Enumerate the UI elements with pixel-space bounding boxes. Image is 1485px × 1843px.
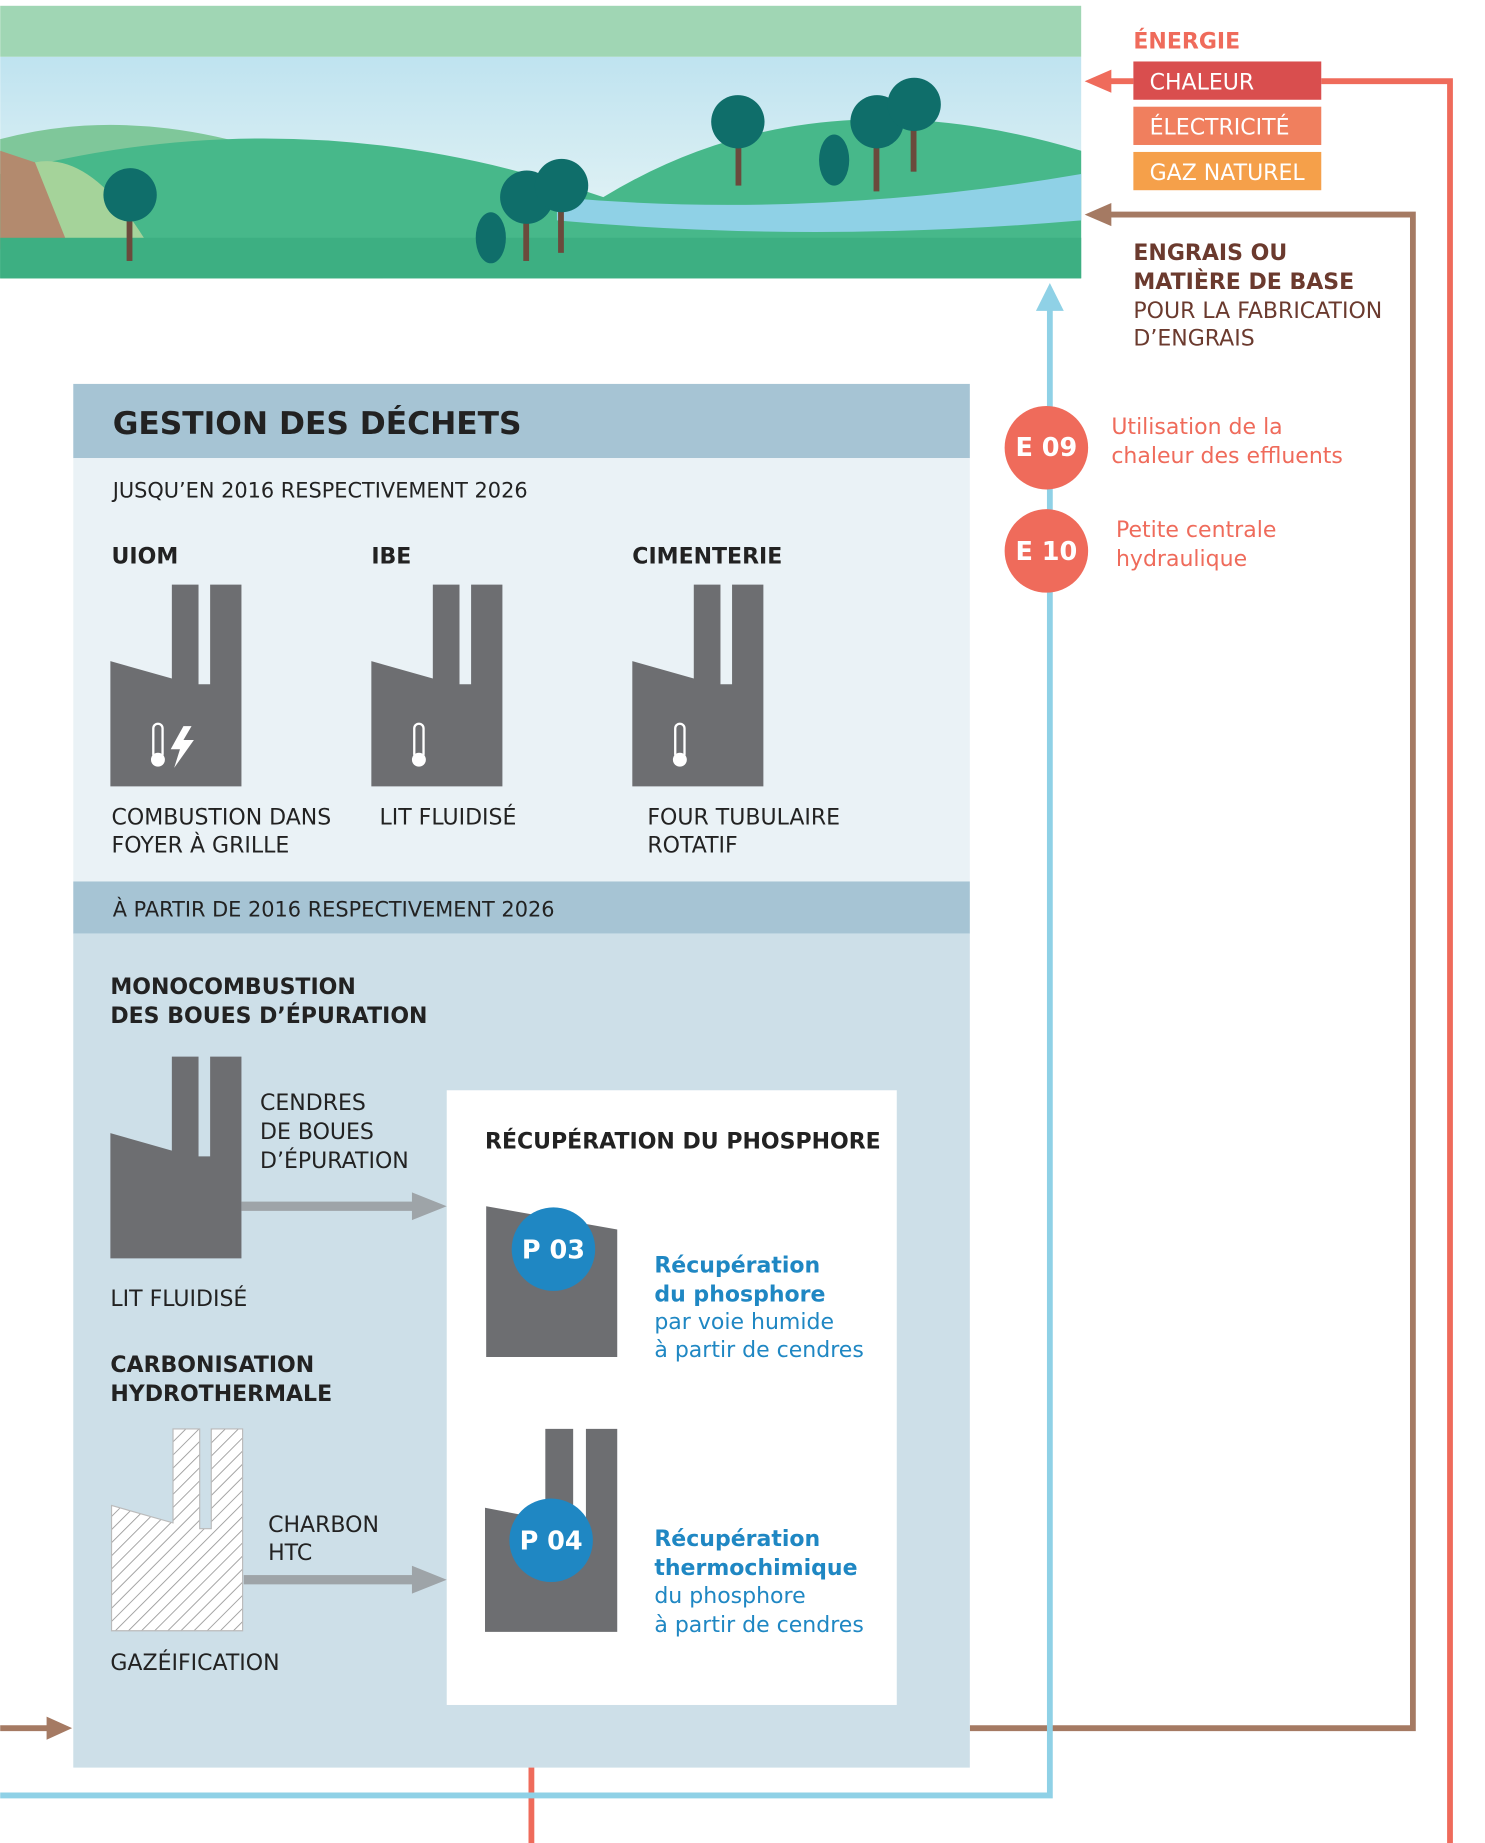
measure-code: E 09 xyxy=(1015,433,1077,463)
measure-label: chaleur des effluents xyxy=(1111,444,1343,469)
measure-label: hydraulique xyxy=(1116,547,1247,572)
output-label: D’ÉPURATION xyxy=(260,1148,409,1174)
legend-item: GAZ NATUREL xyxy=(1150,161,1306,186)
measure-label: Utilisation de la xyxy=(1111,415,1282,440)
period-label: À PARTIR DE 2016 RESPECTIVEMENT 2026 xyxy=(113,896,555,921)
section-title: CARBONISATION xyxy=(110,1353,314,1378)
fertilizer-label: MATIÈRE DE BASE xyxy=(1133,269,1354,295)
recovery-title: RÉCUPÉRATION DU PHOSPHORE xyxy=(485,1128,881,1154)
output-label: DE BOUES xyxy=(260,1120,374,1145)
fertilizer-label: D’ENGRAIS xyxy=(1133,327,1254,352)
energy-title: ÉNERGIE xyxy=(1133,29,1240,55)
section-title: HYDROTHERMALE xyxy=(110,1382,332,1407)
measure-code: P 04 xyxy=(520,1527,583,1557)
section-title: DES BOUES D’ÉPURATION xyxy=(110,1003,427,1029)
plant-name: IBE xyxy=(371,545,411,570)
measure-code: P 03 xyxy=(522,1235,585,1265)
recovery-text: du phosphore xyxy=(654,1584,805,1609)
fertilizer-label: ENGRAIS OU xyxy=(1133,241,1287,266)
legend-item: CHALEUR xyxy=(1150,70,1255,95)
section-title: MONOCOMBUSTION xyxy=(110,975,355,1000)
plant-process: FOYER À GRILLE xyxy=(112,832,290,858)
recovery-text: Récupération xyxy=(654,1253,820,1278)
period-label: JUSQU’EN 2016 RESPECTIVEMENT 2026 xyxy=(111,479,528,503)
panel-title: GESTION DES DÉCHETS xyxy=(113,404,522,442)
measure-label: Petite centrale xyxy=(1116,518,1276,543)
plant-name: CIMENTERIE xyxy=(632,545,782,570)
plant-name: UIOM xyxy=(112,545,179,570)
plant-process: FOUR TUBULAIRE xyxy=(647,806,840,831)
arrow-head xyxy=(1036,283,1064,311)
output-label: CENDRES xyxy=(260,1091,366,1116)
recovery-text: à partir de cendres xyxy=(654,1613,863,1638)
measure-code: E 10 xyxy=(1015,537,1077,567)
output-label: HTC xyxy=(268,1541,312,1566)
plant-process: LIT FLUIDISÉ xyxy=(379,805,516,831)
landscape xyxy=(0,6,1081,279)
plant-process: COMBUSTION DANS xyxy=(112,806,332,831)
legend-item: ÉLECTRICITÉ xyxy=(1150,115,1290,141)
plant-process: ROTATIF xyxy=(647,833,737,858)
process-label: GAZÉIFICATION xyxy=(110,1650,279,1676)
arrow-head xyxy=(47,1717,73,1740)
diagram: ÉNERGIE CHALEUR ÉLECTRICITÉ GAZ NATUREL … xyxy=(0,0,1485,1843)
recovery-text: par voie humide xyxy=(654,1310,834,1335)
recovery-text: Récupération xyxy=(654,1527,820,1552)
recovery-text: du phosphore xyxy=(654,1282,825,1307)
output-label: CHARBON xyxy=(268,1513,379,1538)
fertilizer-label: POUR LA FABRICATION xyxy=(1133,299,1382,324)
recovery-text: thermochimique xyxy=(654,1556,857,1581)
arrow-head xyxy=(1085,70,1112,93)
process-label: LIT FLUIDISÉ xyxy=(110,1286,247,1312)
arrow-head xyxy=(1085,203,1112,226)
recovery-text: à partir de cendres xyxy=(654,1338,863,1363)
